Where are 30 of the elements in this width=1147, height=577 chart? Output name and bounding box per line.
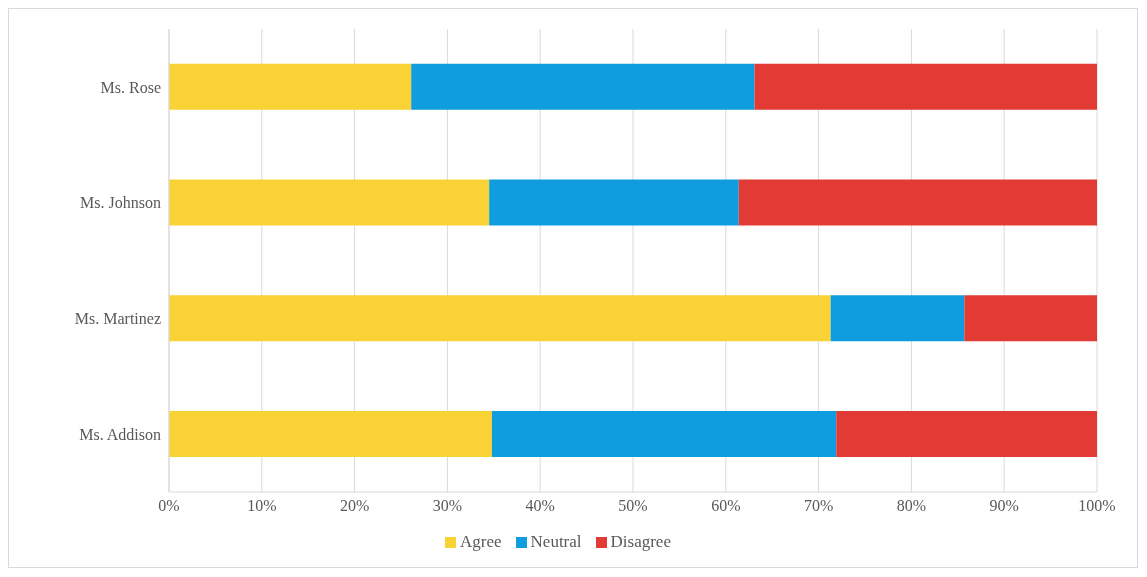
- bar: [754, 63, 1097, 110]
- bar: [738, 179, 1097, 226]
- x-tick-label: 30%: [432, 497, 463, 515]
- x-tick-label: 0%: [158, 497, 180, 515]
- y-tick-label: Ms. Rose: [100, 78, 161, 96]
- x-tick-label: 10%: [247, 497, 277, 515]
- x-tick-label: 90%: [989, 497, 1019, 515]
- bar: [830, 295, 965, 342]
- bar: [169, 179, 490, 226]
- x-tick-label: 70%: [803, 497, 834, 515]
- x-tick-label: 50%: [618, 497, 648, 515]
- bar: [489, 179, 739, 226]
- legend-label: Agree: [460, 532, 502, 552]
- y-tick-label: Ms. Martinez: [74, 310, 161, 328]
- legend-label: Disagree: [610, 532, 671, 552]
- x-tick-label: 60%: [711, 497, 741, 515]
- bar: [491, 410, 837, 457]
- x-tick-label: 20%: [339, 497, 370, 515]
- legend-label: Neutral: [530, 532, 582, 552]
- bar: [169, 410, 492, 457]
- y-tick-label: Ms. Addison: [79, 425, 161, 443]
- bar: [964, 295, 1097, 342]
- bar: [169, 63, 412, 110]
- x-tick-label: 80%: [896, 497, 927, 515]
- bar: [836, 410, 1097, 457]
- x-tick-label: 40%: [525, 497, 555, 515]
- bar: [169, 295, 831, 342]
- x-tick-label: 100%: [1078, 497, 1116, 515]
- y-tick-label: Ms. Johnson: [80, 194, 161, 212]
- bar: [411, 63, 755, 110]
